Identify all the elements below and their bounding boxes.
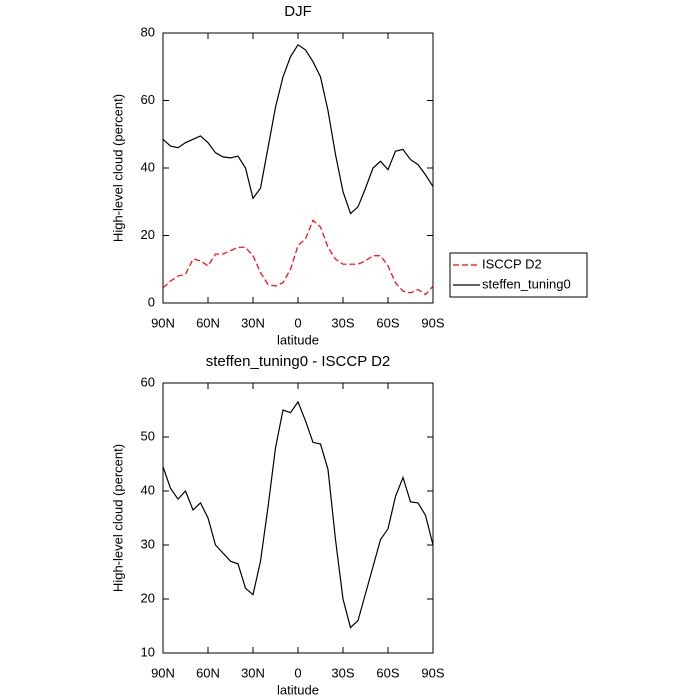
x-axis-label: latitude	[277, 682, 319, 697]
x-tick-label: 90N	[151, 665, 175, 680]
y-tick-label: 30	[141, 536, 155, 551]
data-line	[162, 400, 434, 629]
legend-label: steffen_tuning0	[482, 276, 571, 291]
x-tick-label: 90S	[421, 315, 444, 330]
y-tick-label: 50	[141, 428, 155, 443]
plot-frame	[162, 382, 434, 654]
x-tick-label: 30S	[331, 665, 354, 680]
x-tick-label: 90N	[151, 315, 175, 330]
x-axis-label: latitude	[277, 332, 319, 347]
x-tick-label: 0	[294, 315, 301, 330]
x-tick-label: 60N	[196, 315, 220, 330]
plot-frame	[162, 32, 434, 304]
y-tick-label: 20	[141, 590, 155, 605]
x-tick-label: 0	[294, 665, 301, 680]
y-axis-label: High-level cloud (percent)	[110, 444, 125, 592]
chart-title: DJF	[284, 3, 312, 20]
y-tick-label: 20	[141, 227, 155, 242]
chart-title: steffen_tuning0 - ISCCP D2	[206, 353, 391, 370]
legend-box	[449, 252, 588, 298]
y-tick-label: 40	[141, 159, 155, 174]
x-tick-label: 90S	[421, 665, 444, 680]
legend-label: ISCCP D2	[482, 256, 542, 271]
data-line	[162, 43, 434, 215]
x-tick-label: 30N	[241, 665, 265, 680]
x-tick-label: 30S	[331, 315, 354, 330]
y-tick-label: 10	[141, 644, 155, 659]
x-tick-label: 60N	[196, 665, 220, 680]
y-tick-label: 0	[148, 294, 155, 309]
y-axis-label: High-level cloud (percent)	[110, 94, 125, 242]
x-tick-label: 60S	[376, 665, 399, 680]
y-tick-label: 80	[141, 24, 155, 39]
x-tick-label: 30N	[241, 315, 265, 330]
y-tick-label: 60	[141, 374, 155, 389]
x-tick-label: 60S	[376, 315, 399, 330]
data-line	[162, 219, 434, 296]
y-tick-label: 60	[141, 92, 155, 107]
y-tick-label: 40	[141, 482, 155, 497]
